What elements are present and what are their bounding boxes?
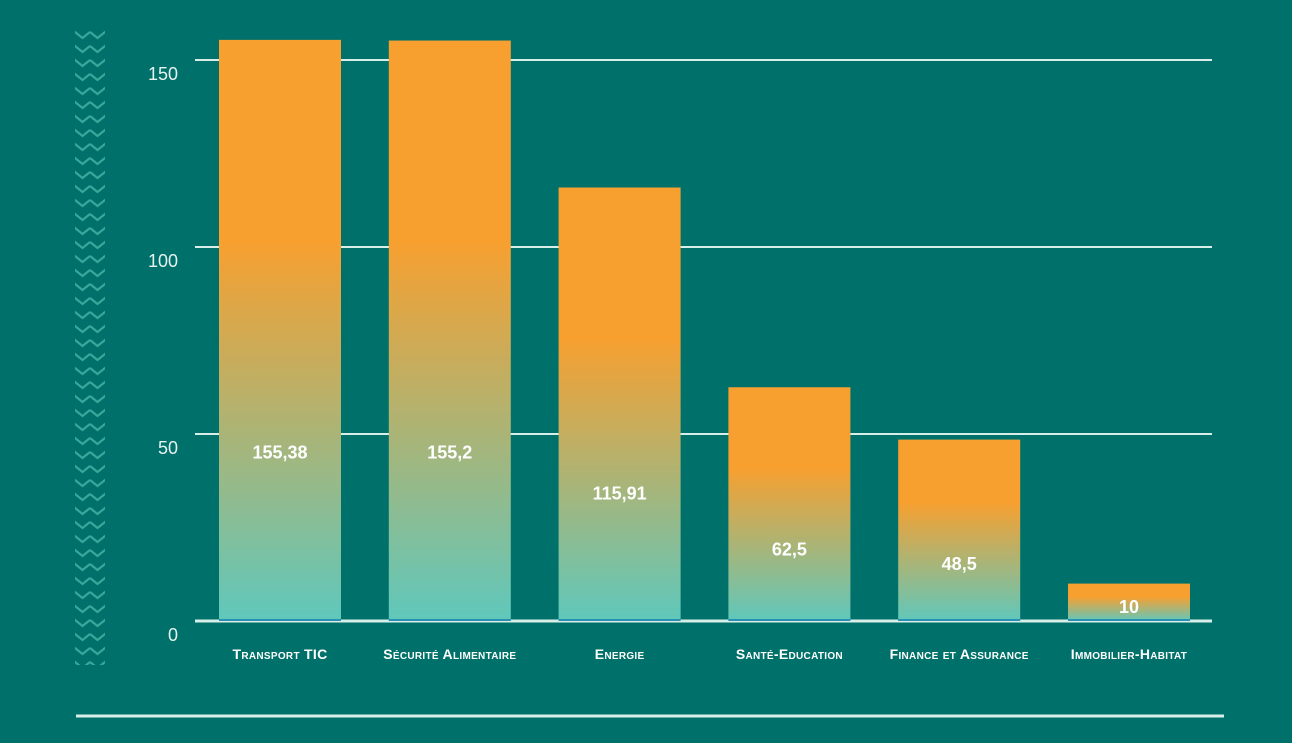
category-label-5: Finance et Assurance (890, 646, 1029, 662)
bar-base-accent-5 (898, 619, 1021, 621)
data-label-5: 48,5 (942, 554, 977, 574)
bar-3 (558, 187, 681, 622)
bar-base-accent-2 (388, 619, 511, 621)
data-label-3: 115,91 (593, 484, 647, 504)
data-label-6: 10 (1119, 597, 1139, 617)
y-tick-label-50: 50 (158, 438, 178, 458)
bar-5 (898, 439, 1021, 621)
bar-base-accent-1 (219, 619, 341, 621)
decorative-pattern-strip (75, 30, 105, 665)
category-label-3: Energie (595, 646, 645, 662)
bar-4 (728, 387, 851, 621)
category-label-1: Transport TIC (232, 646, 327, 662)
bar-2 (388, 40, 511, 621)
data-label-2: 155,2 (427, 442, 472, 462)
bar-base-accent-4 (728, 619, 851, 621)
bar-base-accent-6 (1068, 619, 1190, 621)
category-label-4: Santé-Education (736, 646, 843, 662)
category-label-6: Immobilier-Habitat (1071, 646, 1187, 662)
bar-6 (1068, 583, 1190, 621)
data-label-1: 155,38 (252, 442, 307, 462)
data-label-4: 62,5 (772, 540, 807, 560)
y-tick-label-100: 100 (148, 251, 178, 271)
bar-1 (219, 39, 341, 622)
y-tick-label-0: 0 (168, 625, 178, 645)
bar-base-accent-3 (558, 619, 681, 621)
category-label-2: Sécurité Alimentaire (383, 646, 516, 662)
y-tick-label-150: 150 (148, 64, 178, 84)
